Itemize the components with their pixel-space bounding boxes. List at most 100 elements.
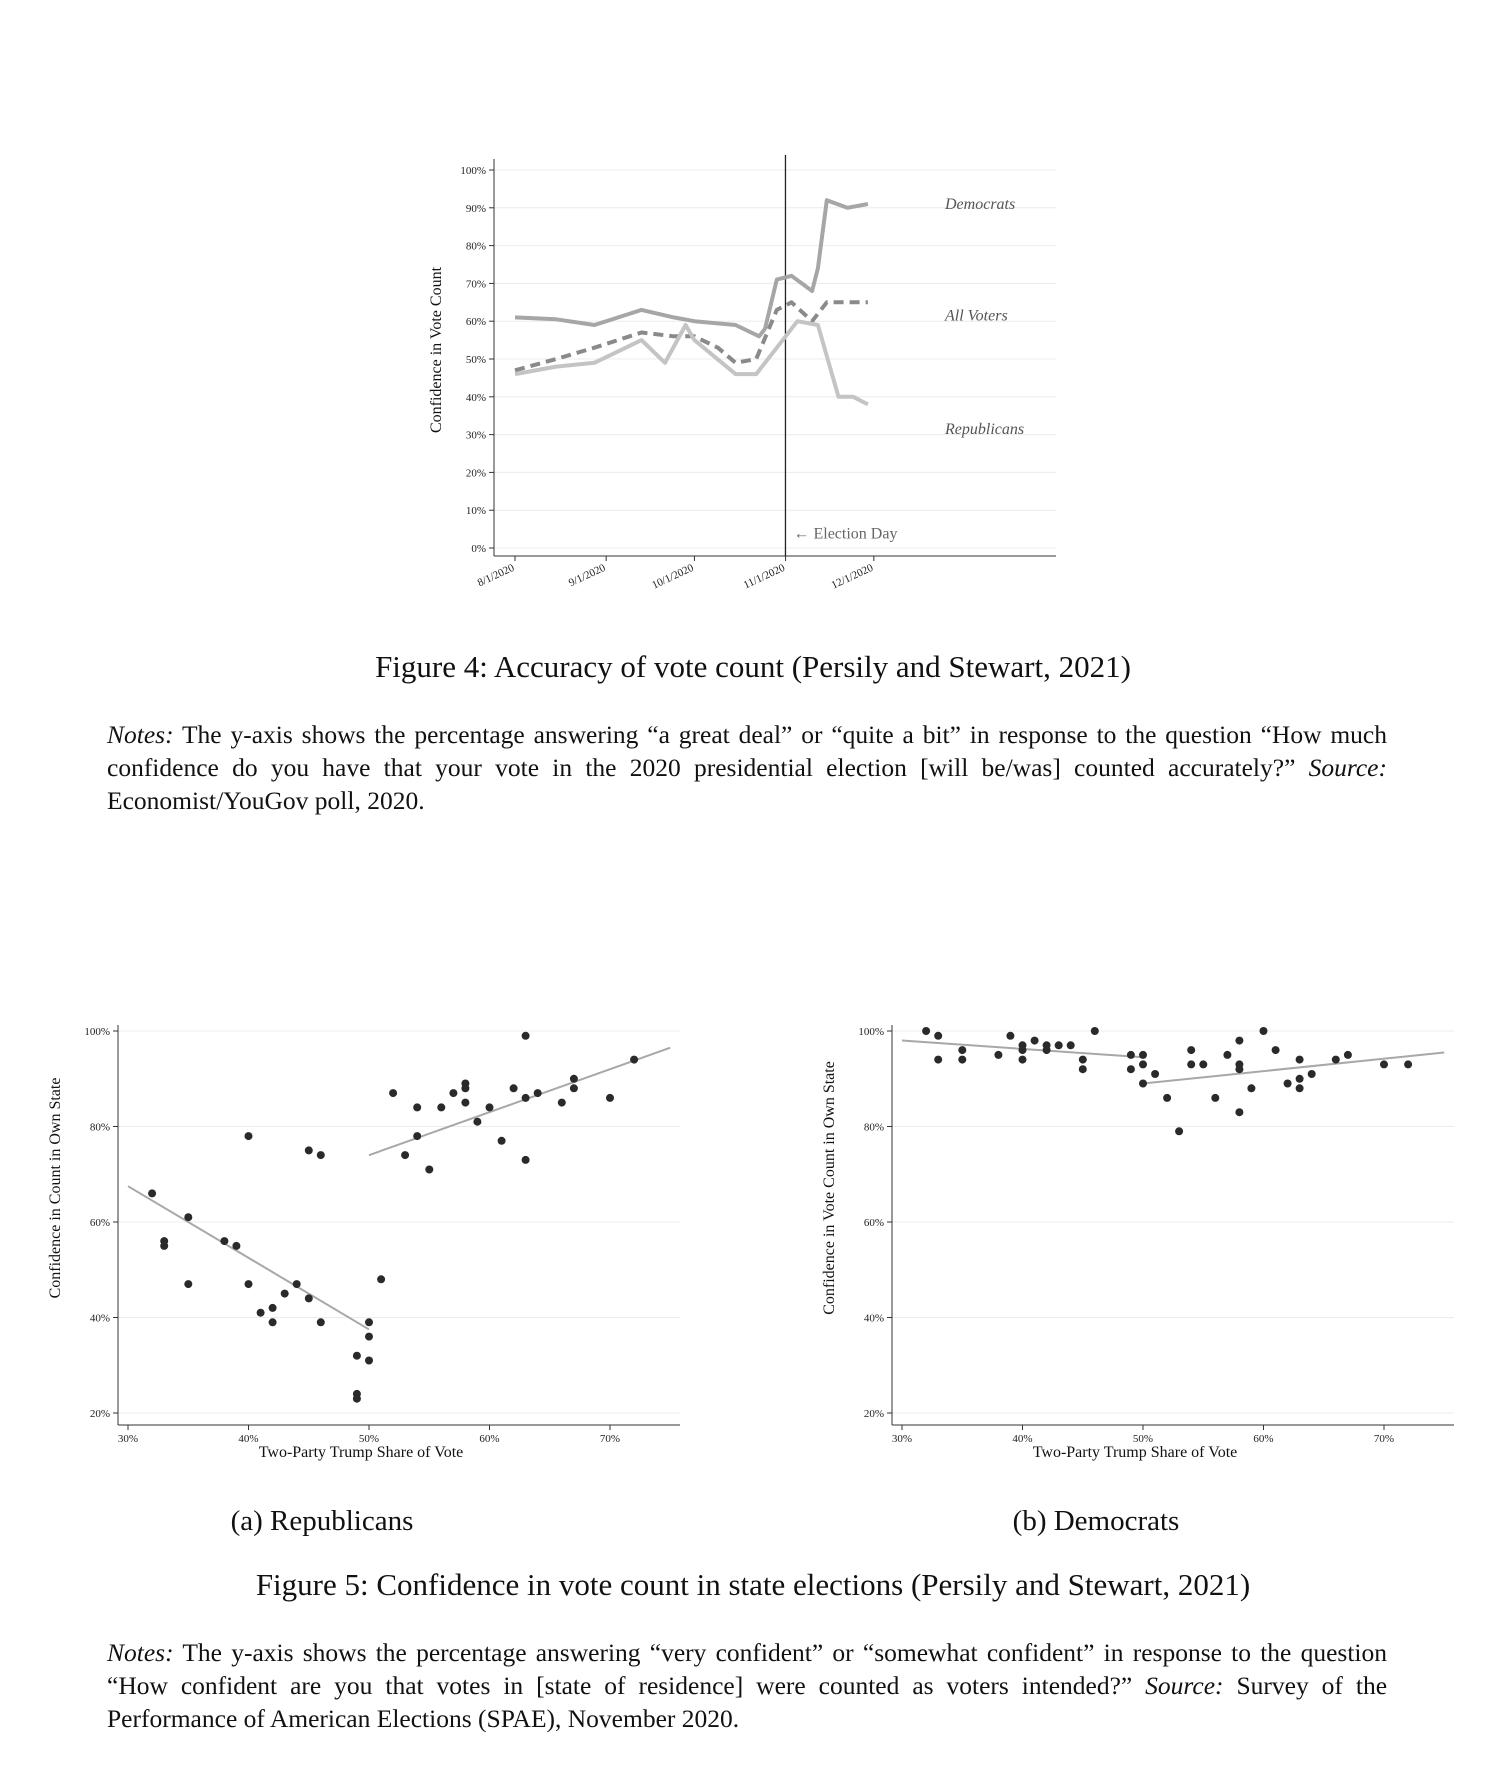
series-label-democrats: Democrats: [944, 196, 1015, 213]
fig4-y-tick-label: 90%: [466, 203, 486, 215]
data-point: [1247, 1084, 1256, 1093]
data-point: [1271, 1046, 1280, 1055]
data-point: [1295, 1055, 1304, 1064]
data-point: [280, 1289, 289, 1298]
data-point: [1139, 1079, 1147, 1088]
source-text: Economist/YouGov poll, 2020.: [107, 786, 425, 815]
x-tick-label: 40%: [1012, 1433, 1032, 1445]
data-point: [1380, 1060, 1388, 1069]
x-tick-label: 60%: [1253, 1433, 1273, 1445]
fig5a-grid: 20% 40% 60% 80% 100%: [84, 1026, 680, 1420]
data-point: [1223, 1050, 1232, 1059]
data-point: [1259, 1027, 1268, 1035]
data-point: [184, 1213, 193, 1222]
data-point: [1090, 1027, 1099, 1035]
data-point: [934, 1031, 943, 1040]
data-point: [304, 1294, 313, 1303]
data-point: [497, 1136, 506, 1145]
fig4-y-tick-label: 100%: [460, 165, 486, 177]
data-point: [365, 1356, 373, 1365]
data-point: [461, 1098, 470, 1107]
data-point: [1030, 1036, 1039, 1045]
data-point: [304, 1146, 313, 1155]
data-point: [365, 1318, 373, 1327]
data-point: [1235, 1065, 1244, 1074]
fig4-series: Democrats All Voters Republicans: [514, 196, 1024, 438]
fig4-y-axis-label: Confidence in Vote Count: [428, 266, 445, 433]
fig4-y-tick-label: 30%: [466, 430, 486, 442]
x-tick-label: 30%: [118, 1433, 138, 1445]
y-tick-label: 80%: [90, 1122, 110, 1134]
x-tick-label: 60%: [479, 1433, 499, 1445]
fit-line: [1142, 1051, 1445, 1085]
x-tick-label: 30%: [892, 1433, 912, 1445]
data-point: [473, 1117, 482, 1126]
data-point: [1235, 1036, 1244, 1045]
series-line-democrats: [514, 198, 869, 339]
data-point: [220, 1237, 229, 1246]
y-tick-label: 100%: [858, 1026, 884, 1038]
data-point: [509, 1084, 518, 1093]
data-point: [1175, 1127, 1184, 1136]
data-point: [1199, 1060, 1208, 1069]
y-tick-label: 60%: [864, 1217, 884, 1229]
data-point: [1187, 1046, 1196, 1055]
figure-4-caption: Figure 4: Accuracy of vote count (Persil…: [375, 649, 1131, 684]
source-lead: Source:: [1145, 1671, 1224, 1700]
fig4-x-tick-label: 12/1/2020: [830, 562, 876, 592]
fig4-grid: [494, 169, 1056, 549]
data-point: [934, 1055, 943, 1064]
data-point: [1235, 1108, 1244, 1117]
data-point: [316, 1151, 325, 1160]
data-point: [922, 1027, 931, 1035]
notes-lead: Notes:: [107, 1638, 174, 1667]
figure-5-notes: Notes: The y-axis shows the percentage a…: [107, 1636, 1387, 1735]
data-point: [292, 1280, 301, 1289]
data-point: [958, 1055, 967, 1064]
data-point: [1126, 1050, 1135, 1059]
data-point: [533, 1089, 542, 1098]
data-point: [521, 1031, 530, 1040]
subcaption-a: (a) Republicans: [230, 1505, 414, 1537]
y-tick-label: 80%: [864, 1122, 884, 1134]
x-tick-label: 50%: [359, 1433, 379, 1445]
data-point: [377, 1275, 386, 1284]
data-point: [268, 1318, 277, 1327]
fig4-y-ticks: 0% 10% 20% 30% 40% 50% 60% 70% 80% 90% 100%: [460, 165, 494, 555]
fig4-y-tick-label: 10%: [466, 505, 486, 517]
y-tick-label: 40%: [864, 1313, 884, 1325]
fig4-y-tick-label: 20%: [466, 467, 486, 479]
data-point: [1139, 1060, 1147, 1069]
data-point: [437, 1103, 446, 1112]
fit-line: [368, 1046, 671, 1157]
fig4-x-tick-label: 8/1/2020: [476, 562, 517, 590]
data-point: [1295, 1084, 1304, 1093]
notes-text: The y-axis shows the percentage answerin…: [107, 720, 1387, 782]
data-point: [1211, 1093, 1220, 1102]
y-tick-label: 100%: [84, 1026, 110, 1038]
source-lead: Source:: [1308, 753, 1387, 782]
data-point: [352, 1351, 361, 1360]
data-point: [521, 1155, 530, 1164]
data-point: [413, 1103, 422, 1112]
data-point: [557, 1098, 566, 1107]
x-tick-label: 70%: [600, 1433, 620, 1445]
y-axis-label: Confidence in Count in Own State: [47, 1078, 64, 1299]
x-tick-label: 50%: [1133, 1433, 1153, 1445]
data-point: [1006, 1031, 1015, 1040]
fig4-x-tick-label: 9/1/2020: [567, 562, 608, 590]
data-point: [569, 1074, 578, 1083]
fig4-x-ticks: 8/1/2020 9/1/2020 10/1/2020 11/1/2020 12/1/2…: [476, 556, 876, 592]
data-point: [352, 1394, 361, 1403]
data-point: [994, 1050, 1003, 1059]
data-point: [1126, 1065, 1135, 1074]
election-day-label: ← Election Day: [793, 526, 897, 543]
data-point: [1054, 1041, 1063, 1050]
series-label-republicans: Republicans: [944, 421, 1024, 438]
y-axis-label: Confidence in Vote Count in Own State: [821, 1061, 838, 1315]
data-point: [521, 1093, 530, 1102]
data-point: [1163, 1093, 1172, 1102]
series-label-all-voters: All Voters: [944, 308, 1008, 325]
fig4-x-tick-label: 11/1/2020: [742, 562, 788, 592]
data-point: [461, 1084, 470, 1093]
